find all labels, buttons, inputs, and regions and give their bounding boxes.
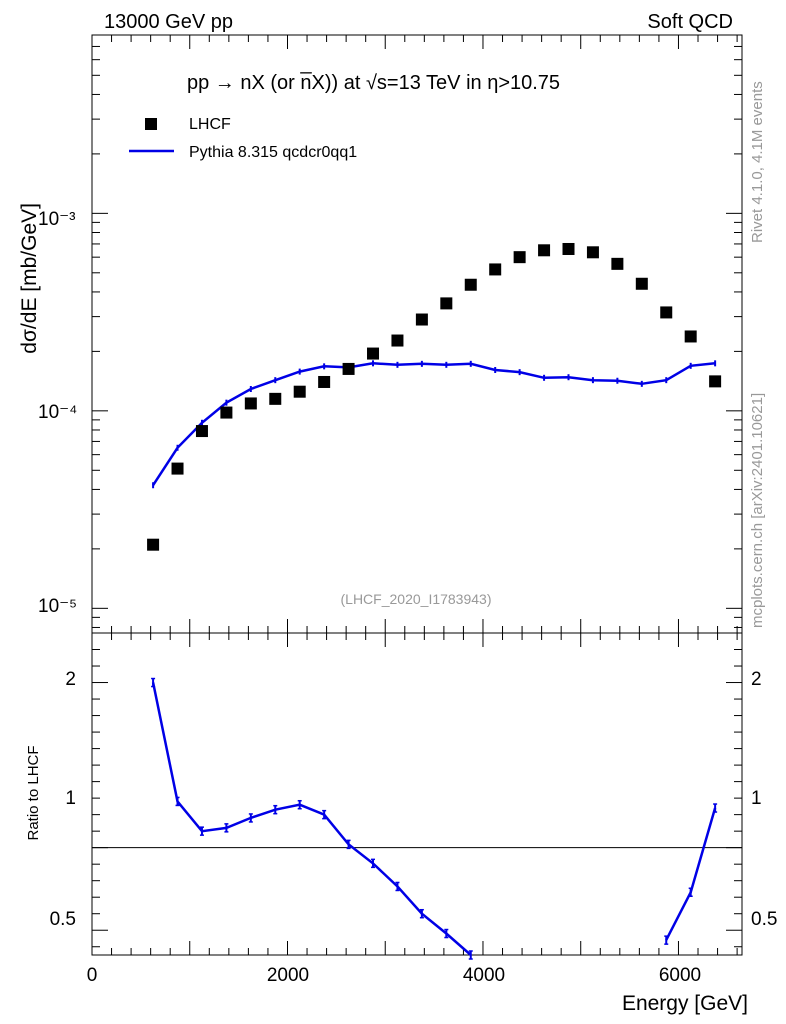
data-point <box>635 277 648 290</box>
process-label: Soft QCD <box>647 11 733 33</box>
data-point <box>611 257 624 270</box>
data-series <box>147 242 722 551</box>
data-point <box>440 297 453 310</box>
mcplots-label: mcplots.cern.ch [arXiv:2401.10621] <box>749 393 766 628</box>
data-point <box>293 385 306 398</box>
mc-line <box>152 362 716 486</box>
ratio-y-axis-label: Ratio to LHCF <box>25 745 42 840</box>
ratio-tick-label-1: 1 <box>65 788 76 809</box>
y-tick-label-1e-3: 10⁻³ <box>38 209 76 230</box>
data-point <box>269 392 282 405</box>
data-point <box>318 375 331 388</box>
ratio-line-right <box>665 807 717 941</box>
y-tick-label-1e-5: 10⁻⁵ <box>38 596 77 617</box>
data-point <box>244 397 257 410</box>
data-point <box>586 246 599 259</box>
ratio-tick-label-0-5-right: 0.5 <box>751 909 777 930</box>
data-point <box>147 538 160 551</box>
data-point <box>342 362 355 375</box>
main-y-axis-label: dσ/dE [mb/GeV] <box>18 203 41 354</box>
data-point <box>684 330 697 343</box>
data-point <box>391 334 404 347</box>
ratio-tick-label-2-right: 2 <box>751 669 762 690</box>
x-tick-label-4000: 4000 <box>463 965 505 986</box>
title-cut: >10.75 <box>498 72 560 94</box>
ratio-tick-label-2: 2 <box>65 669 76 690</box>
data-point <box>489 263 502 276</box>
ratio-axis-ticks <box>91 633 742 955</box>
x-tick-label-2000: 2000 <box>267 965 309 986</box>
ratio-line-left <box>151 682 472 956</box>
data-point <box>562 242 575 255</box>
data-point <box>171 462 184 475</box>
legend-data-label: LHCF <box>189 116 231 133</box>
ratio-tick-label-0-5: 0.5 <box>50 909 76 930</box>
data-point <box>464 278 477 291</box>
data-point <box>195 425 208 438</box>
legend-data-marker <box>145 118 157 130</box>
mc-series <box>152 360 717 489</box>
x-tick-label-0: 0 <box>87 965 98 986</box>
ratio-series <box>151 677 718 960</box>
data-point <box>220 406 233 419</box>
title-eta: η <box>487 72 498 94</box>
y-tick-label-1e-4: 10⁻⁴ <box>38 402 77 423</box>
main-axis-ticks <box>91 34 742 633</box>
ratio-plot-frame <box>91 632 743 956</box>
rivet-label: Rivet 4.1.0, 4.1M events <box>749 81 766 243</box>
data-point <box>709 375 722 388</box>
title-process: pp → nX (or n̅X)) at √s=13 TeV in <box>187 71 487 94</box>
data-point <box>415 313 428 326</box>
x-tick-label-6000: 6000 <box>659 965 701 986</box>
data-point <box>538 244 551 257</box>
data-point <box>367 347 380 360</box>
ratio-tick-label-1-right: 1 <box>751 788 762 809</box>
x-axis-label: Energy [GeV] <box>622 992 748 1015</box>
data-point <box>660 306 673 319</box>
legend-mc-label: Pythia 8.315 qcdcr0qq1 <box>189 144 357 161</box>
data-point <box>513 251 526 264</box>
analysis-id: (LHCF_2020_I1783943) <box>341 591 492 607</box>
energy-label: 13000 GeV pp <box>104 11 233 33</box>
plot-title: pp → nX (or n̅X)) at √s=13 TeV in η>10.7… <box>187 71 560 94</box>
